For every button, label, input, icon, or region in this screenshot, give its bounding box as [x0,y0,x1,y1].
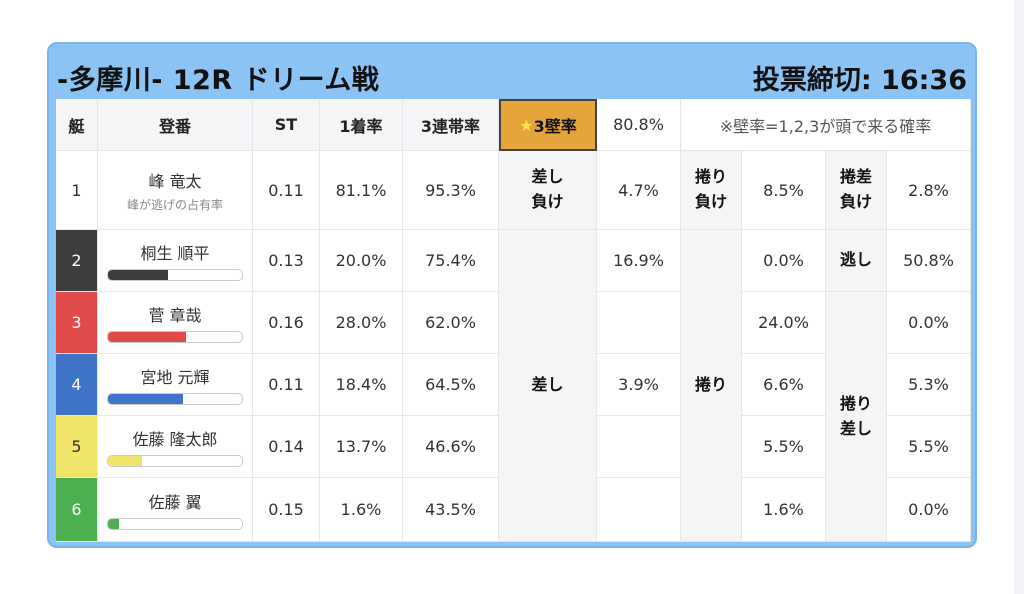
progress-bar [107,331,243,343]
racer-name: 佐藤 隆太郎 [132,430,218,449]
makuri-rate: 6.6% [742,354,826,416]
nige-share-caption: 峰が逃げの占有率 [126,197,223,212]
top3-rate: 95.3% [403,151,499,230]
makurizashi-label: 捲り 差し [826,292,887,542]
racer-name: 菅 章哉 [148,306,202,325]
makurizashi-rate: 0.0% [887,292,971,354]
racer-name-cell[interactable]: 宮地 元輝 [98,354,253,416]
sashi-rate [597,478,681,542]
racer-table: 艇 登番 ST 1着率 3連帯率 ★ 3壁率 80.8% ※壁率=1,2,3が頭で… [56,99,971,542]
wall-rate-label: 3壁率 [533,117,577,136]
col-header-waku: 艇 [56,99,98,151]
st-value: 0.16 [253,292,320,354]
sashi-rate: 16.9% [597,230,681,292]
makurizashi-make-label: 捲差 負け [826,151,887,230]
win1-rate: 28.0% [320,292,403,354]
progress-bar [107,518,243,530]
st-value: 0.13 [253,230,320,292]
sashi-make-rate: 4.7% [597,151,681,230]
st-value: 0.14 [253,416,320,478]
vote-deadline: 投票締切: 16:36 [752,65,967,96]
sashi-rate [597,416,681,478]
win1-rate: 20.0% [320,230,403,292]
progress-bar [107,393,243,405]
progress-fill [108,270,169,280]
racer-name-cell[interactable]: 佐藤 翼 [98,478,253,542]
wall-rate-note: ※壁率=1,2,3が頭で来る確率 [681,99,971,151]
win1-rate: 13.7% [320,416,403,478]
sashi-make-label: 差し 負け [499,151,597,230]
wall-rate-value: 80.8% [597,99,681,151]
win1-rate: 1.6% [320,478,403,542]
makurizashi-make-rate: 2.8% [887,151,971,230]
col-header-st: ST [253,99,320,151]
top3-rate: 43.5% [403,478,499,542]
racer-name: 佐藤 翼 [148,493,202,512]
race-title: -多摩川- 12R ドリーム戦 [57,65,380,96]
race-card: -多摩川- 12R ドリーム戦 投票締切: 16:36 艇 登番 ST 1着率 … [47,42,977,548]
win1-rate: 81.1% [320,151,403,230]
top3-rate: 75.4% [403,230,499,292]
racer-name-cell[interactable]: 桐生 順平 [98,230,253,292]
progress-fill [108,456,142,466]
racer-name: 峰 竜太 [148,171,202,191]
col-header-win1: 1着率 [320,99,403,151]
makurizashi-rate: 5.3% [887,354,971,416]
racer-name-cell[interactable]: 峰 竜太 峰が逃げの占有率 [98,151,253,230]
progress-bar [107,455,243,467]
racer-name-cell[interactable]: 菅 章哉 [98,292,253,354]
st-value: 0.11 [253,151,320,230]
progress-bar [107,269,243,281]
lane-number: 3 [56,292,98,354]
makuri-rate: 24.0% [742,292,826,354]
col-header-name: 登番 [98,99,253,151]
makuri-rate: 0.0% [742,230,826,292]
col-header-top3: 3連帯率 [403,99,499,151]
wall-rate-header[interactable]: ★ 3壁率 [499,99,597,151]
lane-number: 2 [56,230,98,292]
makuri-make-rate: 8.5% [742,151,826,230]
lane-number: 1 [56,151,98,230]
st-value: 0.11 [253,354,320,416]
makuri-rate: 5.5% [742,416,826,478]
st-value: 0.15 [253,478,320,542]
racer-name-cell[interactable]: 佐藤 隆太郎 [98,416,253,478]
win1-rate: 18.4% [320,354,403,416]
top3-rate: 64.5% [403,354,499,416]
lane-number: 5 [56,416,98,478]
progress-fill [108,519,119,529]
makurizashi-rate: 0.0% [887,478,971,542]
makurizashi-rate: 5.5% [887,416,971,478]
nige-label: 逃し [826,230,887,292]
lane-number: 4 [56,354,98,416]
makuri-make-label: 捲り 負け [681,151,742,230]
racer-name: 宮地 元輝 [140,368,210,387]
star-icon: ★ [519,115,534,135]
nige-rate: 50.8% [887,230,971,292]
makuri-label: 捲り [681,230,742,542]
sashi-label: 差し [499,230,597,542]
progress-fill [108,394,184,404]
progress-fill [108,332,186,342]
makuri-rate: 1.6% [742,478,826,542]
lane-number: 6 [56,478,98,542]
racer-name: 桐生 順平 [140,244,210,263]
sashi-rate [597,292,681,354]
sashi-rate: 3.9% [597,354,681,416]
top3-rate: 62.0% [403,292,499,354]
top3-rate: 46.6% [403,416,499,478]
